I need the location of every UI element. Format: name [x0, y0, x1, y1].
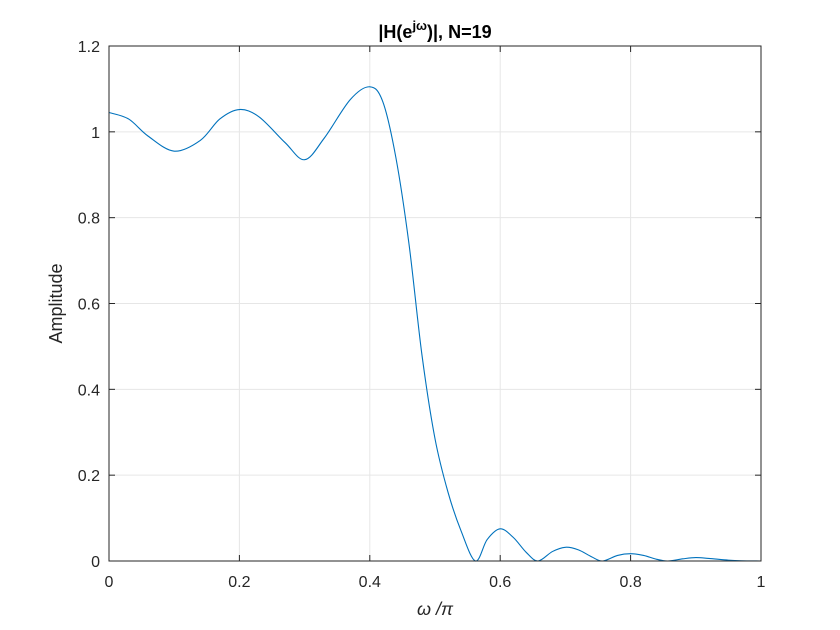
x-tick-label: 0.6: [489, 574, 511, 591]
series-line: [108, 86, 762, 562]
y-tick-label: 1.2: [78, 39, 100, 56]
x-tick-label: 1: [757, 574, 766, 591]
y-axis-label: Amplitude: [46, 263, 66, 343]
y-tick-label: 0: [91, 554, 100, 571]
title-superscript: jω: [411, 18, 427, 33]
x-tick-label: 0.2: [228, 574, 250, 591]
title-rest: )|, N=19: [427, 22, 492, 42]
y-tick-label: 0.2: [78, 468, 100, 485]
y-tick-label: 0.4: [78, 382, 100, 399]
title-main: |H(e: [378, 22, 412, 42]
x-tick-label: 0.4: [359, 574, 381, 591]
x-tick-label: 0.8: [619, 574, 641, 591]
y-tick-label: 1: [91, 125, 100, 142]
y-tick-label: 0.6: [78, 297, 100, 314]
y-tick-label: 0.8: [78, 211, 100, 228]
x-axis-label: ω /π: [417, 599, 454, 619]
x-tick-label: 0: [105, 574, 114, 591]
chart-title: |H(ejω)|, N=19: [378, 18, 491, 42]
ticks: 0 0.2 0.4 0.6 0.8 1 0 0.2 0.4 0.6 0.8 1 1.2: [78, 39, 766, 591]
grid: [108, 45, 762, 562]
series-layer: [108, 86, 762, 562]
